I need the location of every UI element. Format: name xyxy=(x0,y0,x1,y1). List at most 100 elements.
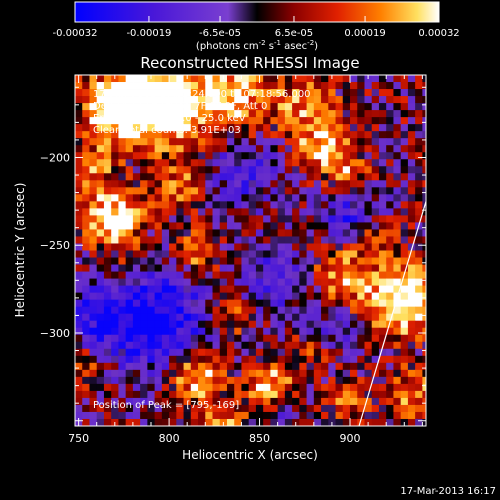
image-pixel xyxy=(364,292,373,301)
image-pixel xyxy=(321,82,329,90)
image-pixel xyxy=(111,222,119,230)
image-pixel xyxy=(89,285,98,294)
image-pixel xyxy=(161,292,170,301)
image-pixel xyxy=(407,390,416,399)
image-pixel xyxy=(357,404,365,413)
image-pixel xyxy=(147,411,156,420)
image-pixel xyxy=(183,145,192,153)
image-pixel xyxy=(284,187,293,195)
image-pixel xyxy=(321,390,329,399)
image-pixel xyxy=(226,124,235,132)
image-pixel xyxy=(393,103,402,111)
image-pixel xyxy=(190,117,199,125)
x-tick-labels: 750 800 850 900 xyxy=(68,432,360,445)
image-pixel xyxy=(111,264,119,272)
image-pixel xyxy=(263,327,271,336)
image-pixel xyxy=(103,166,112,174)
image-pixel xyxy=(299,313,307,322)
image-pixel xyxy=(132,355,141,364)
image-pixel xyxy=(75,278,83,286)
image-pixel xyxy=(386,397,394,406)
image-pixel xyxy=(118,264,127,272)
image-pixel xyxy=(190,306,199,315)
image-pixel xyxy=(364,117,373,125)
image-pixel xyxy=(263,334,271,343)
image-pixel xyxy=(306,131,315,139)
image-pixel xyxy=(313,369,322,378)
image-pixel xyxy=(400,159,409,167)
image-pixel xyxy=(270,229,279,237)
image-pixel xyxy=(176,117,184,125)
image-pixel xyxy=(378,215,387,223)
image-pixel xyxy=(82,355,90,364)
image-pixel xyxy=(277,376,286,385)
image-pixel xyxy=(400,397,409,406)
image-pixel xyxy=(125,278,134,286)
image-pixel xyxy=(313,299,322,308)
image-pixel xyxy=(400,313,409,322)
image-pixel xyxy=(147,264,156,272)
image-pixel xyxy=(371,341,380,350)
image-pixel xyxy=(147,285,156,294)
image-pixel xyxy=(306,383,315,392)
image-pixel xyxy=(212,348,221,357)
image-pixel xyxy=(118,145,127,153)
image-pixel xyxy=(306,124,315,132)
image-pixel xyxy=(407,180,416,188)
image-pixel xyxy=(176,75,184,83)
image-pixel xyxy=(226,411,235,420)
image-pixel xyxy=(125,201,134,209)
image-pixel xyxy=(198,194,206,202)
image-pixel xyxy=(132,159,141,167)
image-pixel xyxy=(241,327,250,336)
image-pixel xyxy=(161,236,170,244)
image-pixel xyxy=(248,180,257,188)
image-pixel xyxy=(183,229,192,237)
image-pixel xyxy=(75,271,83,279)
image-pixel xyxy=(183,215,192,223)
image-pixel xyxy=(350,418,358,426)
image-pixel xyxy=(284,306,293,315)
image-pixel xyxy=(321,341,329,350)
image-pixel xyxy=(241,187,250,195)
image-pixel xyxy=(89,194,98,202)
image-pixel xyxy=(183,124,192,132)
image-pixel xyxy=(161,222,170,230)
image-pixel xyxy=(393,89,402,97)
image-pixel xyxy=(75,145,83,153)
image-pixel xyxy=(306,355,315,364)
image-pixel xyxy=(125,208,134,216)
image-pixel xyxy=(82,411,90,420)
image-pixel xyxy=(212,418,221,426)
image-pixel xyxy=(299,159,307,167)
image-pixel xyxy=(169,215,177,223)
image-pixel xyxy=(96,222,105,230)
image-pixel xyxy=(234,166,242,174)
image-pixel xyxy=(176,173,184,181)
image-pixel xyxy=(118,348,127,357)
image-pixel xyxy=(234,201,242,209)
image-pixel xyxy=(350,110,358,118)
image-pixel xyxy=(364,348,373,357)
image-pixel xyxy=(422,215,426,223)
image-pixel xyxy=(284,383,293,392)
image-pixel xyxy=(284,278,293,286)
image-pixel xyxy=(161,89,170,97)
image-pixel xyxy=(205,75,213,83)
image-pixel xyxy=(89,222,98,230)
image-pixel xyxy=(140,145,148,153)
image-pixel xyxy=(393,362,402,371)
image-pixel xyxy=(82,124,90,132)
image-pixel xyxy=(241,159,250,167)
image-pixel xyxy=(198,208,206,216)
image-pixel xyxy=(154,180,163,188)
image-pixel xyxy=(335,313,344,322)
image-pixel xyxy=(125,341,134,350)
image-pixel xyxy=(378,75,387,83)
image-pixel xyxy=(321,187,329,195)
image-pixel xyxy=(176,166,184,174)
image-pixel xyxy=(393,124,402,132)
image-pixel xyxy=(118,362,127,371)
image-pixel xyxy=(364,355,373,364)
image-pixel xyxy=(277,404,286,413)
